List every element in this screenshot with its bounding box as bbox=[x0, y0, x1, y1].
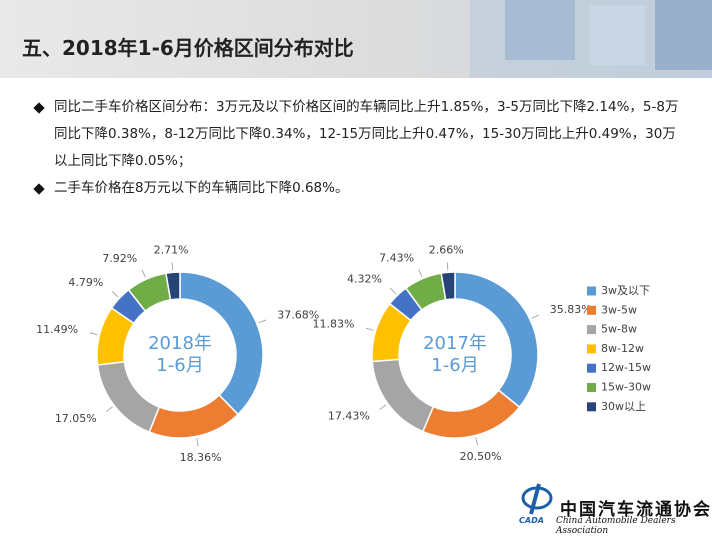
header: 五、2018年1-6月价格区间分布对比 bbox=[0, 0, 712, 78]
leader-line bbox=[106, 406, 113, 413]
logo-emblem bbox=[521, 483, 553, 515]
slice bbox=[148, 393, 240, 439]
leader-line bbox=[258, 319, 267, 324]
center-label: 2018年 bbox=[148, 333, 212, 354]
bullet-text: 二手车价格在8万元以下的车辆同比下降0.68%。 bbox=[54, 180, 349, 196]
leader-line bbox=[418, 269, 423, 277]
legend-swatch bbox=[587, 325, 596, 335]
center-label: 1-6月 bbox=[156, 355, 203, 376]
value-label: 17.43% bbox=[328, 409, 370, 422]
bullet-text: 同比二手车价格区间分布：3万元及以下价格区间的车辆同比上升1.85%，3-5万同… bbox=[54, 99, 679, 169]
value-label: 4.32% bbox=[347, 273, 382, 286]
legend-label: 30w以上 bbox=[601, 400, 646, 413]
legend-label: 15w-30w bbox=[601, 381, 651, 394]
value-label: 18.36% bbox=[180, 451, 222, 464]
legend-label: 3w-5w bbox=[601, 303, 637, 316]
logo-name: 中国汽车流通协会 bbox=[560, 500, 712, 520]
legend-swatch bbox=[587, 383, 596, 392]
legend-label: 3w及以下 bbox=[601, 284, 650, 297]
value-label: 4.79% bbox=[68, 276, 103, 289]
slice bbox=[440, 271, 456, 301]
leader-line bbox=[446, 262, 449, 271]
legend-swatch bbox=[587, 286, 596, 296]
value-label: 2.71% bbox=[154, 243, 189, 256]
leader-line bbox=[379, 404, 387, 410]
legend-label: 5w-8w bbox=[601, 323, 637, 336]
value-label: 7.43% bbox=[379, 251, 414, 264]
center-label: 1-6月 bbox=[431, 355, 478, 376]
slice bbox=[96, 360, 161, 434]
leader-line bbox=[141, 269, 146, 278]
legend-swatch bbox=[587, 363, 596, 373]
legend-swatch bbox=[587, 344, 596, 354]
header-decoration bbox=[470, 0, 712, 78]
legend-swatch bbox=[587, 305, 596, 315]
center-label: 2017年 bbox=[423, 333, 487, 354]
value-label: 35.83% bbox=[550, 303, 592, 316]
value-label: 17.05% bbox=[55, 412, 97, 425]
legend-swatch bbox=[587, 402, 596, 412]
leader-line bbox=[475, 437, 479, 446]
value-label: 2.66% bbox=[429, 243, 464, 256]
slide-title: 五、2018年1-6月价格区间分布对比 bbox=[22, 36, 354, 60]
leader-line bbox=[196, 438, 199, 447]
logo-english: China Automobile Dealers Association bbox=[556, 516, 676, 536]
slice bbox=[371, 358, 435, 433]
leader-line bbox=[89, 332, 98, 336]
slice bbox=[165, 271, 181, 301]
legend-label: 12w-15w bbox=[601, 361, 651, 374]
legend-label: 8w-12w bbox=[601, 342, 644, 355]
logo-abbr: CADA bbox=[519, 516, 544, 525]
value-label: 7.92% bbox=[102, 252, 137, 265]
leader-line bbox=[171, 262, 174, 271]
value-label: 11.49% bbox=[36, 323, 78, 336]
leader-line bbox=[111, 291, 119, 298]
leader-line bbox=[365, 327, 374, 331]
value-label: 37.68% bbox=[277, 308, 319, 321]
slice bbox=[421, 389, 521, 439]
value-label: 20.50% bbox=[460, 450, 502, 463]
leader-line bbox=[389, 287, 397, 295]
value-label: 11.83% bbox=[313, 318, 355, 331]
leader-line bbox=[531, 314, 540, 319]
